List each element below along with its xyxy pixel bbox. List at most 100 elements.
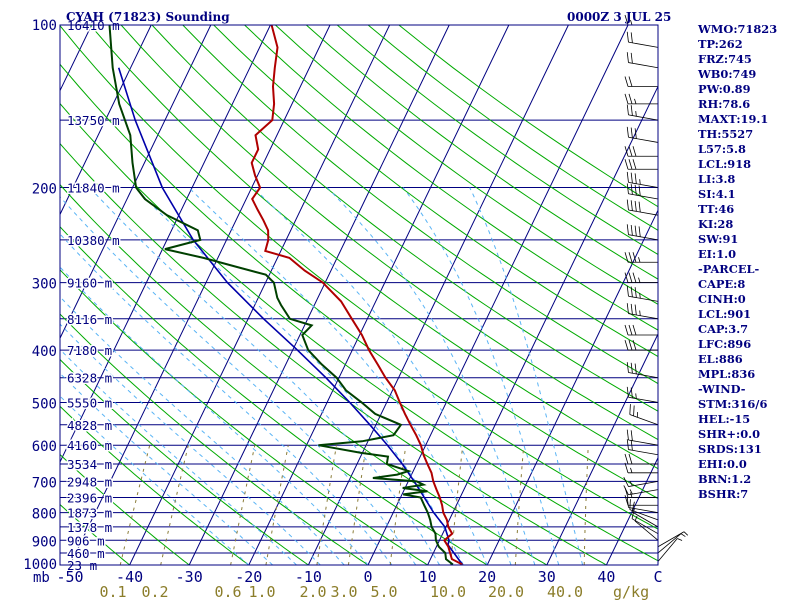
- wind-barb-flag: [624, 146, 629, 157]
- index-item: LFC:896: [698, 337, 752, 351]
- wind-barb-flag: [628, 453, 633, 465]
- mixing-ratio-unit-label: g/kg: [613, 583, 649, 600]
- wind-barb-flag: [624, 495, 629, 506]
- wind-barb-half: [635, 393, 637, 399]
- wind-barb: [623, 485, 659, 496]
- wind-barb-flag: [638, 185, 641, 196]
- mixing-ratio-line: [316, 445, 337, 565]
- wind-barb-half: [677, 538, 683, 541]
- wind-barb-flag: [632, 159, 637, 170]
- wind-barb-flag: [624, 14, 629, 26]
- height-label: 8116 m: [67, 312, 112, 327]
- pressure-label: 800: [32, 507, 57, 523]
- wind-barbs-layer: [623, 14, 689, 565]
- index-item: HEL:-15: [698, 412, 751, 426]
- wind-barb-flag: [630, 387, 633, 398]
- wind-barb-half: [680, 533, 686, 537]
- index-item: L57:5.8: [698, 142, 746, 156]
- isotherm-line: [427, 85, 658, 565]
- index-item: KI:28: [698, 217, 734, 231]
- isotherm-line: [248, 25, 510, 565]
- index-item: BRN:1.2: [698, 472, 752, 486]
- index-item: -WIND-: [698, 382, 746, 396]
- temp-tick-label: 10: [419, 568, 437, 586]
- mixing-ratio-label: 0.2: [141, 583, 168, 600]
- wind-barb: [624, 76, 658, 87]
- wind-barb-staff: [657, 538, 678, 562]
- index-item: RH:78.6: [698, 97, 751, 111]
- wind-barb: [626, 171, 659, 188]
- index-item: MPL:836: [698, 367, 756, 381]
- dry-adiabat-line: [60, 25, 658, 499]
- wind-barb-flag: [628, 146, 633, 157]
- dry-adiabat-line: [60, 405, 250, 565]
- wind-barb: [626, 224, 659, 241]
- index-item: EHI:0.0: [698, 457, 747, 471]
- height-label: 4160 m: [67, 438, 112, 453]
- wind-barb-flag: [628, 252, 633, 263]
- wind-barb-flag: [624, 339, 629, 351]
- temp-tick-label: 0: [363, 568, 372, 586]
- dry-adiabat-line: [213, 25, 658, 358]
- wind-barb-flag: [632, 272, 637, 283]
- index-item: STM:316/6: [698, 397, 768, 411]
- wind-barb-flag: [626, 497, 629, 508]
- wind-barb-flag: [634, 184, 637, 196]
- mixing-ratio-label: 3.0: [330, 583, 357, 600]
- pressure-label: 100: [32, 18, 57, 34]
- wind-barb-flag: [623, 485, 629, 495]
- moist-adiabat-line: [469, 187, 584, 565]
- wind-barb-staff: [631, 518, 659, 535]
- temp-tick-label: 40: [597, 568, 615, 586]
- grid-layer: [60, 25, 658, 565]
- index-item: LI:3.8: [698, 172, 736, 186]
- wind-barb: [626, 362, 659, 379]
- wind-barb: [624, 324, 658, 336]
- wind-barb-staff: [628, 193, 659, 200]
- temperature-line: [250, 25, 463, 565]
- wind-barb-half: [629, 481, 633, 487]
- isotherm-line: [60, 25, 152, 216]
- wind-barb-flag: [633, 405, 635, 416]
- moist-adiabat-line: [326, 187, 536, 565]
- isotherm-line: [69, 25, 331, 565]
- wind-barb-flag: [630, 127, 633, 138]
- wind-barb-flag: [626, 126, 629, 138]
- mixing-ratio-label: 1.0: [248, 583, 275, 600]
- wind-barb-flag: [630, 32, 633, 43]
- wind-barb-flag: [624, 272, 629, 283]
- dry-adiabat-line: [89, 25, 658, 470]
- wind-barb-flag: [626, 183, 629, 194]
- wind-barb-flag: [626, 362, 629, 373]
- wind-barb: [626, 303, 659, 320]
- wind-barb-half: [639, 179, 641, 185]
- height-label: 2396 m: [67, 491, 112, 506]
- wind-barb-flag: [626, 429, 629, 441]
- wind-barb: [624, 93, 658, 105]
- height-label: 2948 m: [67, 474, 112, 489]
- moist-adiabat-line: [60, 323, 321, 565]
- wind-barb-flag: [634, 173, 637, 184]
- dry-adiabat-line: [60, 358, 309, 565]
- wind-barb-flag: [626, 303, 629, 314]
- indices-panel: WMO:71823 TP:262 FRZ:745 WB0:749 PW:0.89 RH:7…: [698, 22, 798, 502]
- isotherm-line: [307, 25, 569, 565]
- wind-barb-flag: [628, 76, 633, 87]
- wind-barb: [624, 495, 658, 506]
- wind-barb: [626, 439, 659, 456]
- dry-adiabat-line: [60, 225, 488, 565]
- wind-barb-flag: [626, 439, 629, 450]
- temp-tick-label: -10: [295, 568, 322, 586]
- dry-adiabat-line: [60, 183, 548, 565]
- mixing-ratio-line: [230, 445, 256, 565]
- wind-barb-flag: [630, 303, 633, 315]
- temp-tick-label: C: [653, 568, 662, 586]
- index-item: TP:262: [698, 37, 743, 51]
- temp-tick-label: -20: [235, 568, 262, 586]
- wind-barb-flag: [626, 386, 629, 398]
- height-label: 7180 m: [67, 343, 112, 358]
- moist-adiabat-line: [60, 395, 250, 565]
- dry-adiabat-line: [60, 313, 369, 565]
- moist-adiabat-line: [188, 187, 488, 565]
- wind-barb-staff: [628, 295, 659, 302]
